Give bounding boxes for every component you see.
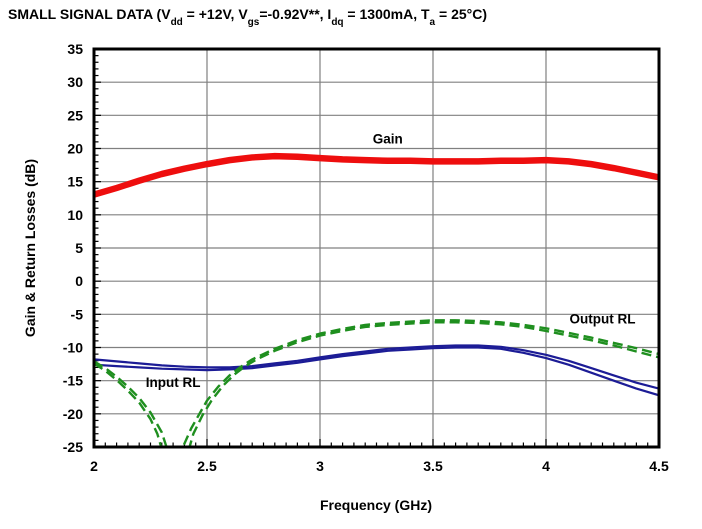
y-tick-label: -10 <box>63 340 83 356</box>
input-rl-curve <box>94 346 659 397</box>
curve-label-input-rl: Input RL <box>146 375 201 390</box>
x-tick-label: 2 <box>90 458 98 474</box>
title-text: SMALL SIGNAL DATA (V <box>8 6 171 22</box>
title-sub-dq: dq <box>331 16 344 28</box>
x-tick-label: 2.5 <box>197 458 217 474</box>
y-tick-label: 0 <box>75 273 83 289</box>
y-tick-label: -25 <box>63 439 83 455</box>
title-sub-gs: gs <box>247 16 260 28</box>
y-tick-label: 20 <box>67 141 83 157</box>
y-tick-label: 30 <box>67 74 83 90</box>
title-text: = +12V, V <box>182 6 248 22</box>
title-text: =-0.92V**, I <box>259 6 332 22</box>
y-axis-title: Gain & Return Losses (dB) <box>22 158 38 338</box>
y-tick-label: -20 <box>63 406 83 422</box>
x-tick-label: 3 <box>316 458 324 474</box>
y-tick-label: 35 <box>67 41 83 57</box>
x-tick-label: 4 <box>542 458 550 474</box>
gain-curve <box>94 154 659 198</box>
title-text: = 1300mA, T <box>343 6 430 22</box>
chart-title: SMALL SIGNAL DATA (Vdd = +12V, Vgs=-0.92… <box>8 6 488 28</box>
y-tick-label: -5 <box>71 306 84 322</box>
output-rl-curve <box>94 319 659 447</box>
title-sub-dd: dd <box>170 16 183 28</box>
title-text: = 25°C) <box>435 6 488 22</box>
input-rl-curve <box>94 344 659 390</box>
title-sub-a: a <box>429 16 436 28</box>
x-axis-title: Frequency (GHz) <box>319 497 433 513</box>
x-tick-label: 4.5 <box>649 458 669 474</box>
curve-label-gain: Gain <box>373 132 403 147</box>
y-tick-label: 15 <box>67 174 83 190</box>
y-tick-label: 10 <box>67 207 83 223</box>
y-tick-label: 5 <box>75 240 83 256</box>
x-tick-label: 3.5 <box>423 458 443 474</box>
curve-label-output-rl: Output RL <box>570 311 636 326</box>
plot-frame <box>92 47 661 449</box>
y-tick-label: 25 <box>67 107 83 123</box>
y-tick-label: -15 <box>63 373 83 389</box>
